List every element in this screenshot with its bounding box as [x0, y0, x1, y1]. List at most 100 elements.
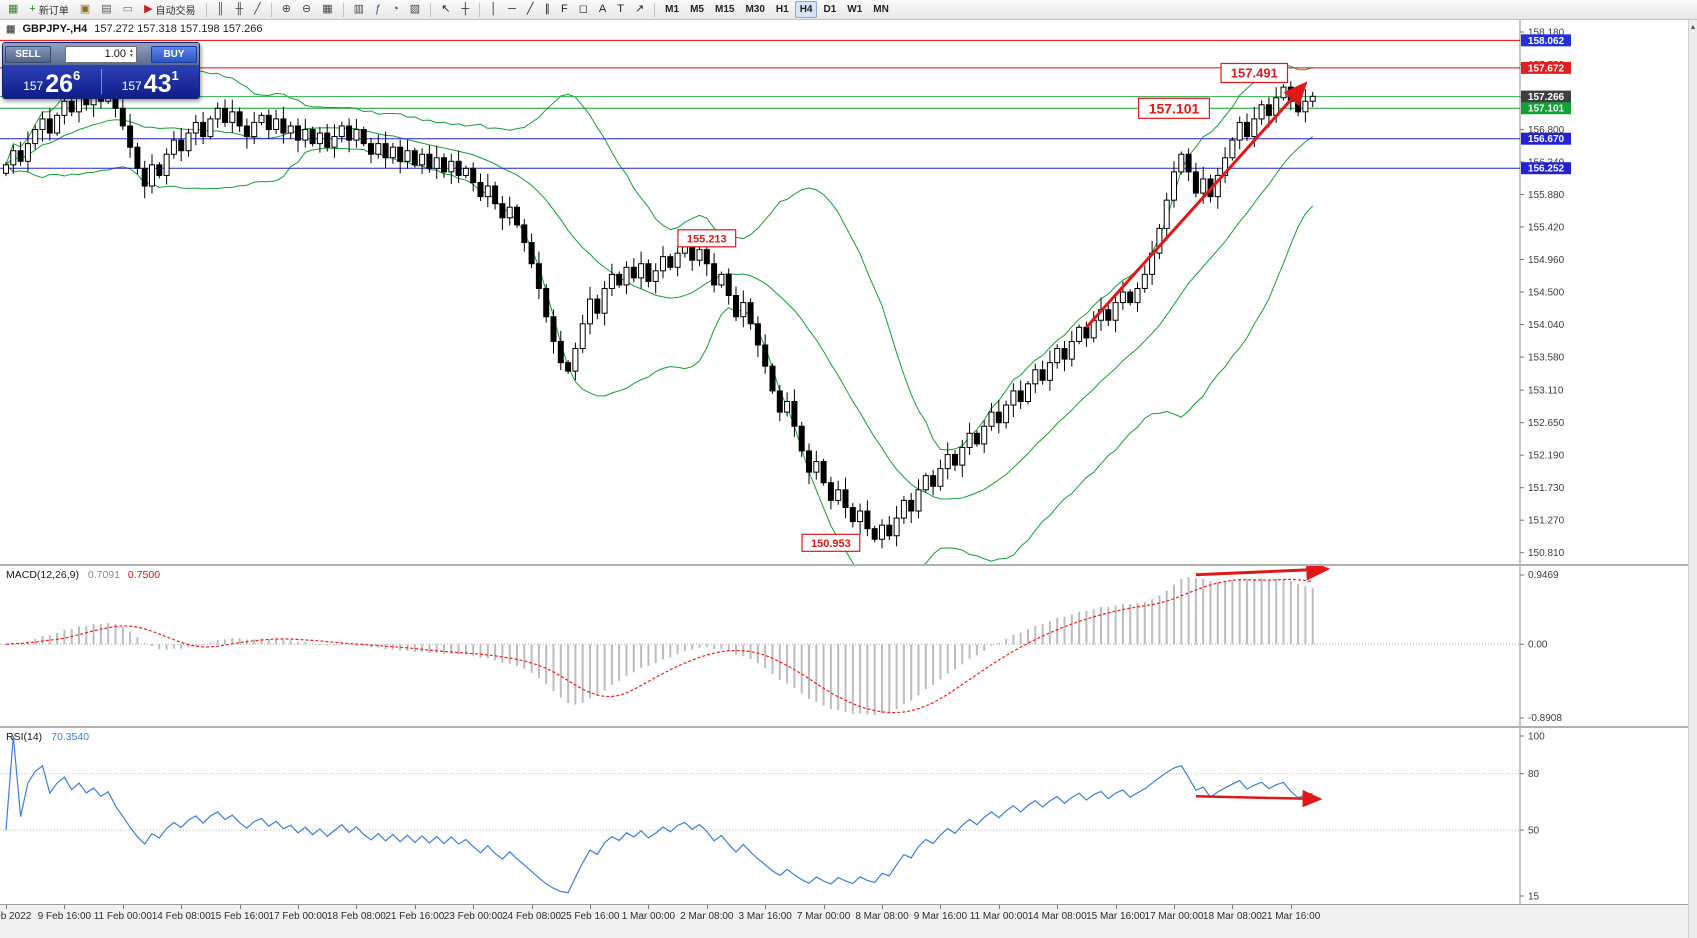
rsi-arrow[interactable] [1195, 789, 1323, 808]
templates-icon: ▨ [409, 3, 421, 15]
timeframe-h1-button[interactable]: H1 [771, 1, 794, 18]
macd-pane: 0.9469 0.00 -0.8908 MACD(12,26,9) 0.7091 0… [0, 566, 1697, 726]
macd-name: MACD(12,26,9) [6, 569, 79, 581]
price-badge-text: 156.670 [1528, 134, 1565, 145]
timeframe-w1-button[interactable]: W1 [842, 1, 867, 18]
rsi-axis-label: 50 [1528, 826, 1540, 837]
price-badge-158.062 [1521, 34, 1571, 47]
vertical-line-button[interactable]: │ [485, 1, 502, 18]
chart-plot-area[interactable] [0, 20, 1697, 564]
timeframe-m5-button[interactable]: M5 [685, 1, 709, 18]
macd-bar [289, 640, 292, 645]
timeframe-h4-button[interactable]: H4 [794, 1, 818, 18]
rsi-chart-svg[interactable]: 100 80 50 15 [0, 728, 1697, 904]
cursor-button[interactable]: ↖ [436, 1, 455, 18]
tile-windows-button[interactable]: ▦ [317, 1, 337, 18]
time-tick [765, 905, 767, 909]
new-chart-button[interactable]: ▦ [3, 1, 23, 18]
candle-body [587, 298, 593, 325]
sell-price[interactable]: 157 26 6 [3, 65, 101, 98]
pane-separator[interactable] [0, 726, 1697, 728]
macd-bar [1041, 623, 1044, 645]
auto-arrange-button[interactable]: ▥ [349, 1, 369, 18]
new-order-button[interactable]: + 新订单 [24, 1, 73, 18]
period-button[interactable]: ◔ [387, 1, 404, 18]
buy-price[interactable]: 157 43 1 [102, 65, 200, 98]
rsi-plot-area[interactable] [0, 728, 1697, 904]
channel-button[interactable]: ∥ [540, 1, 556, 18]
sell-button[interactable]: SELL [5, 45, 51, 63]
time-tick [414, 905, 416, 909]
macd-bar [625, 644, 628, 676]
line-chart-button[interactable]: ╱ [249, 1, 266, 18]
vertical-scrollbar[interactable]: ▲ [1688, 20, 1697, 938]
candle-body [68, 100, 75, 113]
indicators-button[interactable]: ƒ [370, 1, 386, 18]
candle-body [667, 256, 674, 268]
macd-bar [581, 644, 584, 703]
shapes-button[interactable]: ◻ [574, 1, 593, 18]
candle-body [236, 111, 243, 127]
annotation-box[interactable] [1220, 62, 1289, 84]
candle-body [543, 287, 550, 318]
time-axis-label: 18 Mar 08:00 [1202, 911, 1262, 922]
timeframe-m30-button[interactable]: M30 [740, 1, 769, 18]
macd-bar [1165, 590, 1168, 645]
macd-bar [450, 644, 453, 654]
macd-arrow[interactable] [1195, 566, 1331, 581]
timeframe-d1-button[interactable]: D1 [818, 1, 841, 18]
rsi-pane: 100 80 50 15 RSI(14) 70.3540 [0, 728, 1697, 904]
pane-separator[interactable] [0, 564, 1697, 566]
zoom-out-button[interactable]: ⊖ [297, 1, 316, 18]
candle-body [1061, 348, 1068, 360]
bar-chart-button[interactable]: ║ [212, 1, 230, 18]
macd-bar [457, 644, 460, 655]
volume-spinner[interactable]: ▲ ▼ [129, 47, 134, 60]
trendline-button[interactable]: ╱ [522, 1, 539, 18]
arrows-button[interactable]: ↗ [630, 1, 649, 18]
volume-up-icon[interactable]: ▲ [129, 47, 134, 54]
horizontal-line-button[interactable]: ─ [503, 1, 521, 18]
macd-bar [267, 639, 270, 645]
profiles-button[interactable]: ▤ [96, 1, 116, 18]
buy-button[interactable]: BUY [151, 45, 197, 63]
macd-bar [888, 644, 891, 713]
macd-bar [961, 644, 964, 665]
candle-body [258, 114, 265, 123]
timeframe-m15-button[interactable]: M15 [710, 1, 739, 18]
candle-body [477, 181, 484, 198]
crosshair-button[interactable]: ┼ [456, 1, 474, 18]
annotation-box[interactable] [677, 229, 737, 248]
volume-down-icon[interactable]: ▼ [129, 53, 134, 59]
chart-panes: 158.180157.720157.260156.800156.340155.8… [0, 20, 1697, 938]
candle-body [798, 425, 805, 452]
candle-body [762, 344, 769, 367]
label-button[interactable]: T [612, 1, 629, 18]
candle-body [1068, 340, 1075, 360]
macd-bar [932, 644, 935, 685]
candle-body [32, 129, 39, 145]
chart-shot-button[interactable]: ▣ [75, 1, 95, 18]
trend-arrow[interactable] [1085, 81, 1308, 329]
annotation-box[interactable] [1138, 97, 1210, 119]
templates-button[interactable]: ▨ [405, 1, 425, 18]
candlestick-chart-button[interactable]: ╫ [230, 1, 248, 18]
price-chart-svg[interactable]: 158.180157.720157.260156.800156.340155.8… [0, 20, 1697, 564]
inbox-button[interactable]: ▭ [118, 1, 138, 18]
timeframe-mn-button[interactable]: MN [868, 1, 894, 18]
annotation-box[interactable] [801, 533, 861, 552]
macd-bar [129, 631, 132, 645]
text-button[interactable]: A [594, 1, 611, 18]
volume-input[interactable]: 1.00 ▲ ▼ [65, 45, 137, 63]
macd-plot-area[interactable] [0, 566, 1697, 726]
fibonacci-button[interactable]: F [556, 1, 573, 18]
zoom-in-button[interactable]: ⊕ [277, 1, 296, 18]
scroll-up-icon[interactable]: ▲ [1689, 24, 1697, 31]
macd-bar [610, 644, 613, 685]
autotrading-button[interactable]: ▶ 自动交易 [139, 1, 200, 18]
timeframe-m1-button[interactable]: M1 [660, 1, 684, 18]
macd-chart-svg[interactable]: 0.9469 0.00 -0.8908 [0, 566, 1697, 726]
macd-bar [1267, 579, 1270, 645]
candle-body [389, 146, 396, 159]
